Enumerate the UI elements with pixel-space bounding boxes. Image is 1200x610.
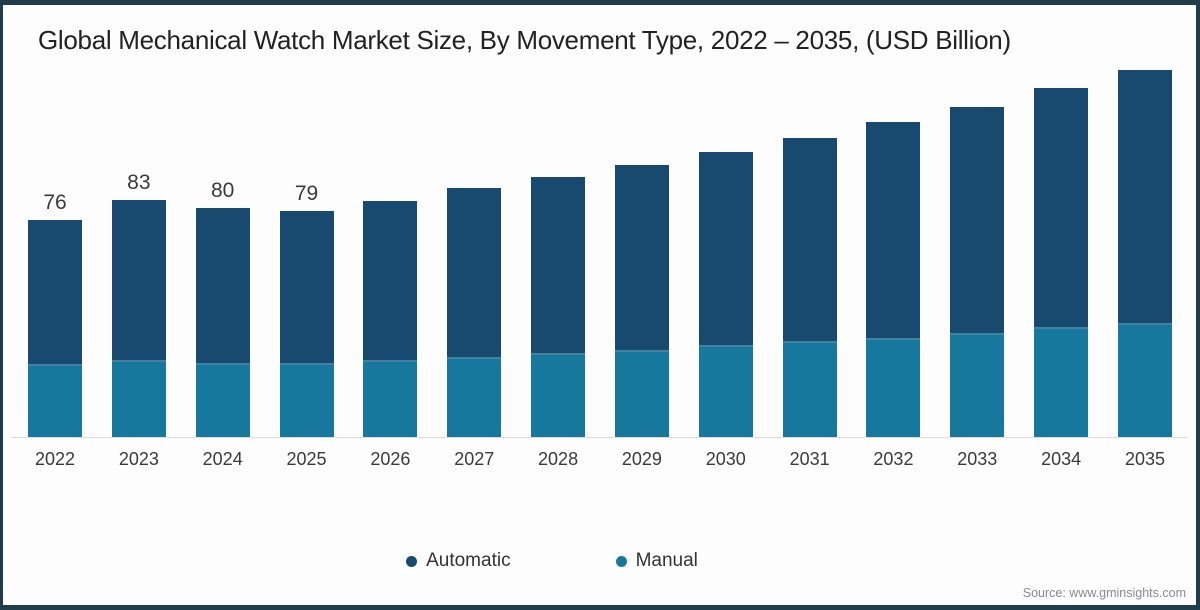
manual-legend-dot-icon [615,555,627,567]
bar-segment-automatic [111,199,166,360]
bar-segment-manual [111,359,166,437]
x-axis-label: 2029 [621,449,662,469]
bar-column-2027: 2027 [447,69,502,469]
bar-segment-automatic [363,201,418,360]
x-axis-label: 2034 [1041,449,1082,469]
bar-segment-automatic [614,165,669,350]
bar-segment-manual [1117,322,1172,437]
bar-segment-automatic [1117,69,1172,323]
legend-label-manual: Manual [635,550,698,571]
bar-segment-automatic [531,176,586,353]
x-axis-label: 2024 [202,449,243,469]
bar-column-2028: 2028 [531,69,586,469]
bar-total-label: 83 [127,170,151,194]
legend-label-automatic: Automatic [426,550,511,571]
bar-segment-automatic [698,152,753,346]
legend-item-automatic: Automatic [406,550,511,572]
bar-column-2022: 76 2022 [28,69,82,469]
bar-segment-manual [782,341,837,437]
x-axis-label: 2030 [705,449,746,469]
bar-segment-automatic [1034,88,1089,327]
bar-segment-manual [1034,326,1089,437]
bar-column-2035: 2035 [1117,69,1172,469]
bar-segment-automatic [447,188,502,357]
bar-segment-automatic [195,208,250,363]
bar-segment-automatic [782,138,837,342]
bar-segment-manual [866,338,921,437]
bar-segment-manual [28,364,82,437]
x-axis-label: 2023 [118,449,159,469]
bar-segment-automatic [950,106,1005,333]
bar-segment-manual [698,345,753,437]
bar-segment-automatic [28,219,82,365]
x-axis-label: 2027 [454,449,495,469]
x-axis-label: 2031 [789,449,830,469]
bar-segment-automatic [279,211,334,363]
bar-column-2023: 83 2023 [111,69,166,469]
bar-column-2029: 2029 [614,69,669,469]
bar-segment-manual [195,362,250,437]
x-axis-label: 2032 [873,449,914,469]
x-axis-label: 2025 [286,449,327,469]
legend: Automatic Manual [3,550,1196,572]
bar-segment-manual [614,349,669,437]
x-axis-label: 2026 [370,449,411,469]
source-attribution: Source: www.gminsights.com [1022,586,1186,600]
x-axis-label: 2035 [1124,449,1165,469]
legend-item-manual: Manual [615,550,698,572]
bar-segment-manual [950,332,1005,437]
bar-column-2033: 2033 [950,69,1005,469]
plot-area: 76 2022 83 2023 80 2024 79 2025 2026 2027 2028 2029… [11,69,1188,469]
bar-segment-manual [363,359,418,437]
x-axis-label: 2033 [957,449,998,469]
x-axis-label: 2022 [34,449,76,469]
automatic-legend-dot-icon [406,555,418,567]
x-axis-label: 2028 [538,449,579,469]
bar-column-2031: 2031 [782,69,837,469]
bar-column-2034: 2034 [1034,69,1089,469]
bar-column-2025: 79 2025 [279,69,334,469]
bar-segment-manual [279,362,334,437]
chart-title: Global Mechanical Watch Market Size, By … [38,25,1011,55]
bar-segment-manual [531,352,586,437]
bar-total-label: 79 [294,182,319,206]
bar-segment-automatic [866,122,921,339]
bar-total-label: 76 [43,190,67,214]
bar-column-2032: 2032 [866,69,921,469]
bar-column-2030: 2030 [698,69,753,469]
bar-total-label: 80 [211,179,235,203]
bar-segment-manual [447,356,502,437]
bar-column-2026: 2026 [363,69,418,469]
bar-column-2024: 80 2024 [195,69,250,469]
